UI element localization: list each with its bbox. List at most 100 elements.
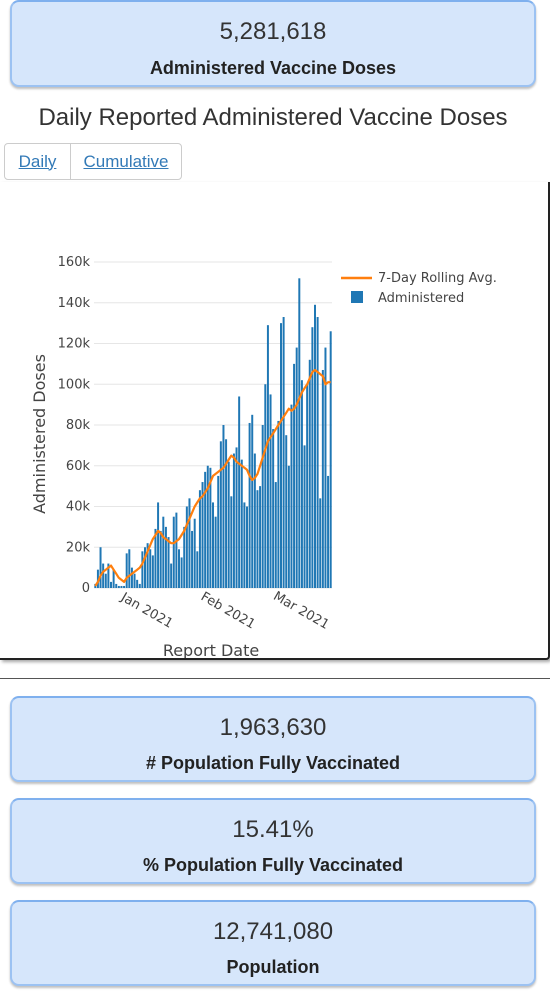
- bar: [204, 471, 207, 588]
- bar: [144, 547, 146, 588]
- fully-vaccinated-label: # Population Fully Vaccinated: [145, 753, 401, 773]
- bar: [157, 502, 160, 588]
- bar: [290, 404, 293, 588]
- bar: [246, 506, 248, 588]
- population-label: Population: [226, 957, 320, 977]
- bar: [110, 581, 112, 588]
- bar: [327, 475, 330, 588]
- bar: [251, 414, 254, 588]
- tab-cumulative[interactable]: Cumulative: [83, 151, 169, 171]
- bar: [180, 557, 183, 588]
- bar: [311, 327, 314, 588]
- rolling-avg-group: [94, 368, 331, 587]
- bar: [274, 482, 277, 588]
- x-tick-label: Feb 2021: [198, 589, 258, 632]
- bar: [130, 567, 133, 588]
- bar: [298, 278, 301, 588]
- bar: [123, 585, 126, 588]
- bar: [256, 490, 259, 588]
- bar: [154, 528, 157, 588]
- bar: [149, 549, 152, 588]
- bar: [282, 317, 285, 588]
- bar: [172, 516, 175, 588]
- administered-doses-label: Administered Vaccine Doses: [149, 58, 397, 78]
- bar: [277, 420, 280, 588]
- chart-mode-tabs: Daily Cumulative: [4, 143, 182, 180]
- bar: [191, 530, 194, 588]
- bar: [306, 384, 309, 588]
- bar: [248, 422, 251, 588]
- bar: [329, 331, 332, 588]
- bar: [198, 490, 201, 588]
- bar: [164, 526, 167, 588]
- bar: [269, 394, 272, 588]
- bar: [193, 518, 196, 588]
- bar: [303, 445, 306, 588]
- y-tick-label: 120k: [58, 337, 91, 352]
- bar: [162, 516, 165, 588]
- y-tick-label: 160k: [58, 255, 91, 270]
- legend-label-administered: Administered: [378, 291, 464, 306]
- bar: [280, 323, 282, 588]
- bar: [261, 425, 264, 588]
- bar: [232, 453, 235, 588]
- pct-fully-vaccinated-label: % Population Fully Vaccinated: [142, 855, 404, 875]
- y-tick-label: 140k: [58, 296, 91, 311]
- y-tick-label: 60k: [66, 459, 91, 474]
- bar: [196, 551, 199, 588]
- bars-group: [94, 278, 332, 588]
- bar: [324, 347, 327, 588]
- bar: [240, 459, 243, 588]
- bar: [167, 537, 170, 588]
- bar: [222, 425, 225, 588]
- grid-lines: [94, 261, 332, 589]
- y-axis: 0 20k 40k 60k 80k 100k 120k 140k 160k: [58, 255, 91, 596]
- bar: [212, 502, 214, 588]
- pct-fully-vaccinated-value: 15.41%: [232, 816, 314, 843]
- y-axis-title: Administered Doses: [30, 354, 49, 514]
- bar: [287, 465, 290, 588]
- bar: [99, 547, 102, 588]
- bar: [141, 551, 144, 588]
- bar: [136, 579, 139, 588]
- bar: [128, 549, 131, 588]
- x-axis-title: Report Date: [163, 641, 259, 658]
- bar: [314, 304, 316, 588]
- bar: [321, 369, 324, 588]
- chart-title: Daily Reported Administered Vaccine Dose…: [38, 104, 508, 131]
- bar: [133, 573, 136, 588]
- bar: [319, 498, 322, 588]
- bar: [316, 317, 319, 588]
- tab-daily[interactable]: Daily: [5, 144, 71, 179]
- bar: [120, 585, 123, 588]
- administered-doses-value: 5,281,618: [219, 18, 327, 45]
- daily-doses-chart[interactable]: 0 20k 40k 60k 80k 100k 120k 140k 160k Jan 2021 Fe…: [0, 182, 548, 658]
- bar: [115, 583, 118, 588]
- chart-panel: 0 20k 40k 60k 80k 100k 120k 140k 160k Jan 2021 Fe…: [0, 182, 550, 660]
- bar: [217, 475, 220, 588]
- bar: [117, 585, 120, 588]
- population-value: 12,741,080: [212, 918, 334, 945]
- x-tick-label: Jan 2021: [117, 590, 175, 632]
- bar: [285, 435, 288, 588]
- fully-vaccinated-card: 1,963,630 # Population Fully Vaccinated: [10, 696, 536, 782]
- y-tick-label: 100k: [58, 377, 91, 392]
- bar: [188, 498, 191, 588]
- legend-label-rolling-avg: 7-Day Rolling Avg.: [378, 271, 497, 286]
- population-card: 12,741,080 Population: [10, 900, 536, 986]
- bar: [227, 461, 230, 588]
- legend-bar-swatch: [351, 291, 363, 303]
- bar: [170, 563, 173, 588]
- bar: [151, 555, 154, 588]
- bar: [293, 363, 296, 588]
- rolling-avg-line: [94, 368, 331, 587]
- section-divider: [0, 678, 550, 679]
- bar: [308, 359, 311, 588]
- bar: [102, 563, 105, 588]
- bar: [125, 553, 128, 588]
- bar: [230, 496, 233, 588]
- bar: [107, 563, 110, 588]
- bar: [112, 569, 115, 588]
- bar: [159, 530, 162, 588]
- bar: [300, 380, 303, 588]
